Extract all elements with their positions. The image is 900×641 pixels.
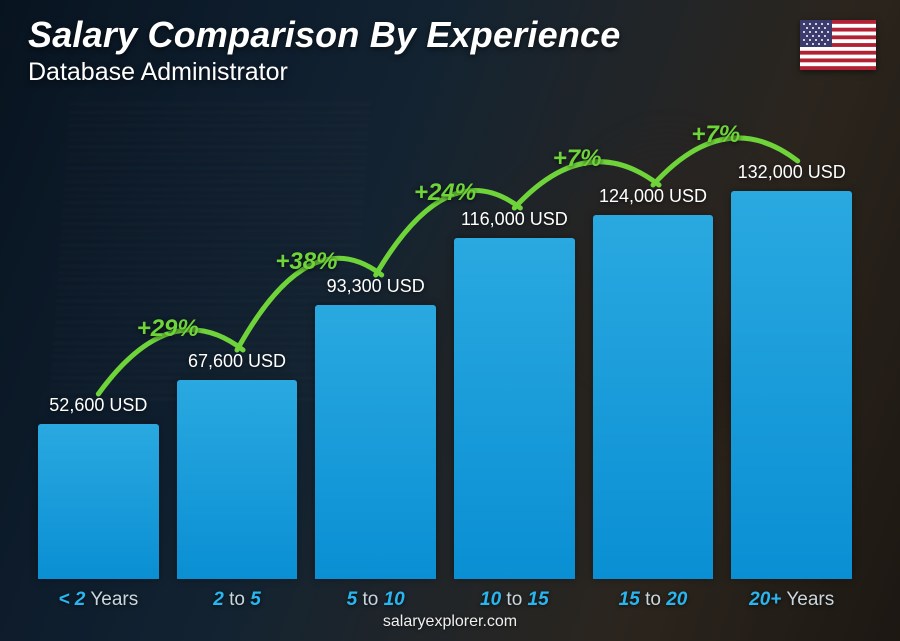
bar-category-label: 5 to 10 <box>303 589 448 611</box>
bar-category-label: 10 to 15 <box>442 589 587 611</box>
bar-category-label: 20+ Years <box>719 589 864 611</box>
bar-category-label: < 2 Years <box>26 589 171 611</box>
bar-chart: 52,600 USD< 2 Years67,600 USD2 to 593,30… <box>38 109 852 579</box>
bar-category-label: 15 to 20 <box>581 589 726 611</box>
footer-attribution: salaryexplorer.com <box>0 613 900 631</box>
delta-arc <box>38 109 852 579</box>
infographic: Salary Comparison By Experience Database… <box>0 0 900 641</box>
chart-title: Salary Comparison By Experience <box>28 14 620 56</box>
flag-icon-us <box>800 20 876 70</box>
bar-category-label: 2 to 5 <box>165 589 310 611</box>
chart-subtitle: Database Administrator <box>28 58 288 87</box>
delta-label: +7% <box>691 121 740 149</box>
